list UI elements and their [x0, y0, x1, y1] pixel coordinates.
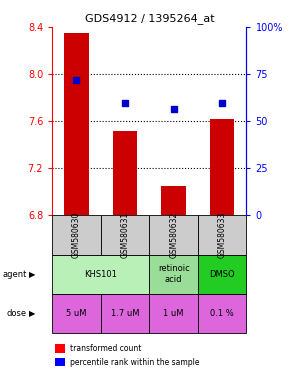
Bar — [101, 294, 149, 333]
Text: 1 uM: 1 uM — [163, 309, 184, 318]
Text: dose: dose — [7, 309, 27, 318]
Text: percentile rank within the sample: percentile rank within the sample — [70, 358, 200, 367]
Bar — [113, 131, 137, 215]
Bar — [64, 33, 89, 215]
Text: 1.7 uM: 1.7 uM — [111, 309, 139, 318]
Bar — [198, 215, 246, 255]
Text: agent: agent — [3, 270, 27, 279]
Bar — [55, 358, 65, 366]
Bar — [198, 255, 246, 294]
Bar — [162, 186, 186, 215]
Text: transformed count: transformed count — [70, 344, 142, 353]
Bar — [52, 215, 101, 255]
Text: GSM580631: GSM580631 — [121, 212, 130, 258]
Text: GSM580633: GSM580633 — [218, 212, 227, 258]
Bar — [210, 119, 234, 215]
Text: GSM580632: GSM580632 — [169, 212, 178, 258]
Bar — [52, 255, 149, 294]
Text: ▶: ▶ — [29, 309, 36, 318]
Text: DMSO: DMSO — [209, 270, 235, 279]
Bar — [101, 215, 149, 255]
Title: GDS4912 / 1395264_at: GDS4912 / 1395264_at — [85, 13, 214, 24]
Bar — [198, 294, 246, 333]
Bar — [52, 294, 101, 333]
Text: ▶: ▶ — [29, 270, 36, 279]
Bar — [149, 294, 198, 333]
Text: retinoic
acid: retinoic acid — [158, 265, 189, 284]
Bar — [55, 344, 65, 353]
Text: KHS101: KHS101 — [84, 270, 117, 279]
Text: 0.1 %: 0.1 % — [210, 309, 234, 318]
Bar — [149, 215, 198, 255]
Bar — [149, 255, 198, 294]
Text: GSM580630: GSM580630 — [72, 212, 81, 258]
Text: 5 uM: 5 uM — [66, 309, 87, 318]
